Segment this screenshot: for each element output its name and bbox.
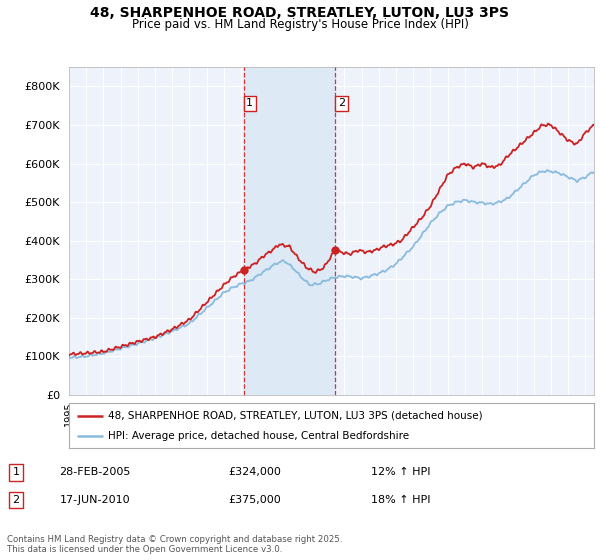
Text: 1: 1: [246, 99, 253, 108]
Text: £375,000: £375,000: [229, 495, 281, 505]
Text: 48, SHARPENHOE ROAD, STREATLEY, LUTON, LU3 3PS: 48, SHARPENHOE ROAD, STREATLEY, LUTON, L…: [91, 6, 509, 20]
Text: Contains HM Land Registry data © Crown copyright and database right 2025.
This d: Contains HM Land Registry data © Crown c…: [7, 535, 343, 554]
Text: 48, SHARPENHOE ROAD, STREATLEY, LUTON, LU3 3PS (detached house): 48, SHARPENHOE ROAD, STREATLEY, LUTON, L…: [109, 410, 483, 421]
Text: HPI: Average price, detached house, Central Bedfordshire: HPI: Average price, detached house, Cent…: [109, 431, 409, 441]
Text: 2: 2: [338, 99, 345, 108]
Text: Price paid vs. HM Land Registry's House Price Index (HPI): Price paid vs. HM Land Registry's House …: [131, 18, 469, 31]
Bar: [244, 67, 335, 395]
Text: 28-FEB-2005: 28-FEB-2005: [59, 468, 131, 478]
Text: 2: 2: [13, 495, 20, 505]
Text: 17-JUN-2010: 17-JUN-2010: [59, 495, 130, 505]
Text: £324,000: £324,000: [229, 468, 281, 478]
Text: 12% ↑ HPI: 12% ↑ HPI: [371, 468, 431, 478]
Text: 1: 1: [13, 468, 20, 478]
Text: 18% ↑ HPI: 18% ↑ HPI: [371, 495, 431, 505]
